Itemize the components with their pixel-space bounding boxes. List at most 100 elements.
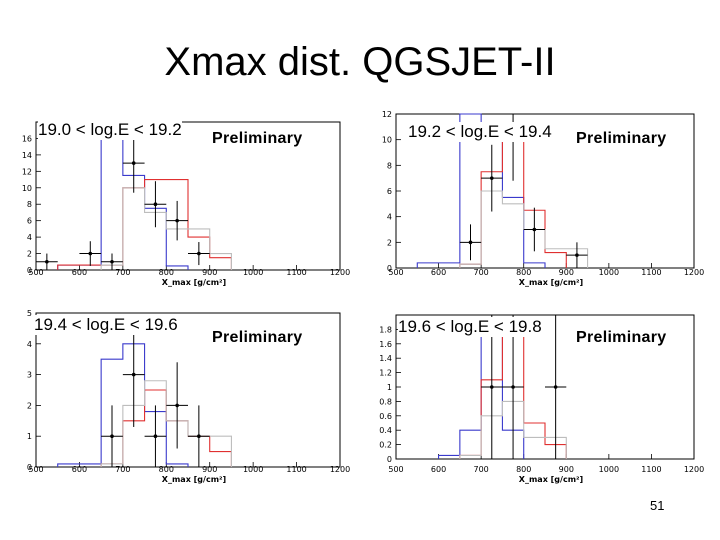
y-tick-label: 16	[22, 134, 32, 143]
histogram-light	[459, 190, 589, 268]
x-tick-label: 800	[159, 268, 174, 277]
energy-range-label: 19.0 < log.E < 19.2	[38, 120, 182, 140]
y-tick-label: 0.6	[379, 412, 392, 421]
y-tick-label: 1	[387, 383, 392, 392]
y-tick-label: 4	[27, 340, 32, 349]
x-tick-label: 700	[115, 268, 130, 277]
data-point	[131, 161, 136, 165]
data-point	[468, 240, 473, 245]
x-tick-label: 1100	[286, 465, 306, 474]
y-tick-label: 1.2	[379, 369, 392, 378]
y-tick-label: 6	[27, 217, 32, 226]
x-tick-label: 600	[431, 268, 446, 277]
y-tick-label: 2	[387, 238, 392, 247]
x-tick-label: 600	[431, 465, 446, 474]
data-point	[88, 251, 93, 256]
y-tick-label: 8	[27, 200, 32, 209]
energy-range-label: 19.4 < log.E < 19.6	[34, 315, 178, 335]
y-tick-label: 1	[27, 432, 32, 441]
y-tick-label: 10	[22, 184, 32, 193]
page-number: 51	[650, 498, 665, 513]
x-tick-label: 600	[72, 465, 87, 474]
data-point	[153, 202, 158, 207]
y-tick-label: 0	[27, 463, 32, 472]
x-tick-label: 700	[474, 268, 489, 277]
y-tick-label: 0.4	[379, 426, 392, 435]
x-tick-label: 900	[202, 465, 217, 474]
slide-title: Xmax dist. QGSJET-II	[164, 40, 556, 84]
chart-panel-3: 0 1 2 3 4 5 500 600 700 800 900 1000 1100 1200 X_max […	[0, 305, 360, 485]
chart-svg-4: 0 0.2 0.4 0.6 0.8 1 1.2 1.4 1.6 1.8 500 600 700 800 90…	[379, 314, 704, 484]
y-tick-label: 0	[387, 264, 392, 273]
x-tick-label: 500	[28, 268, 43, 277]
y-tick-label: 0.8	[379, 397, 392, 406]
chart-panel-4: 0 0.2 0.4 0.6 0.8 1 1.2 1.4 1.6 1.8 500 600 700 800 90…	[358, 305, 720, 485]
chart-panel-2: 0 2 4 6 8 10 12 500 600 700 800 900 1000 1100 1200 X_ma…	[358, 108, 720, 288]
y-tick-label: 8	[387, 161, 392, 170]
chart-svg-1: 0 2 4 6 8 10 12 14 16 500 600 700 800 900 1000 1100 1200…	[22, 121, 350, 287]
data-point	[575, 253, 579, 257]
y-tick-label: 1.8	[379, 325, 392, 334]
data-point	[197, 251, 201, 256]
data-point	[131, 372, 136, 377]
y-tick-label: 4	[27, 233, 32, 242]
y-tick-label: 4	[387, 213, 392, 222]
x-tick-label: 500	[388, 268, 403, 277]
data-point	[110, 259, 114, 264]
x-tick-label: 1000	[599, 268, 619, 277]
x-tick-label: 800	[159, 465, 174, 474]
preliminary-label: Preliminary	[212, 130, 303, 148]
data-point	[175, 403, 179, 408]
y-tick-label: 6	[387, 187, 392, 196]
data-point	[197, 434, 201, 438]
x-tick-label: 700	[474, 465, 489, 474]
energy-range-label: 19.2 < log.E < 19.4	[408, 122, 552, 142]
x-tick-label: 1000	[243, 268, 263, 277]
y-tick-label: 10	[382, 136, 392, 145]
x-axis-title: X_max [g/cm²]	[519, 278, 583, 287]
data-point	[511, 385, 515, 389]
x-tick-label: 500	[388, 465, 403, 474]
histogram-light	[459, 400, 567, 459]
y-tick-label: 2	[27, 401, 32, 410]
x-tick-label: 1000	[243, 465, 263, 474]
x-tick-label: 700	[115, 465, 130, 474]
data-point	[489, 385, 494, 389]
data-point	[553, 385, 558, 389]
x-tick-label: 1200	[330, 268, 350, 277]
x-tick-label: 600	[72, 268, 87, 277]
x-tick-label: 1100	[641, 268, 661, 277]
x-tick-label: 800	[516, 465, 531, 474]
x-tick-label: 1200	[684, 268, 704, 277]
y-tick-label: 3	[27, 371, 32, 380]
x-axis-title: X_max [g/cm²]	[162, 475, 226, 484]
y-tick-label: 12	[382, 110, 392, 119]
x-axis-title: X_max [g/cm²]	[519, 475, 583, 484]
y-tick-label: 5	[27, 309, 32, 318]
x-tick-label: 1200	[684, 465, 704, 474]
y-tick-label: 2	[27, 250, 32, 259]
x-tick-label: 900	[202, 268, 217, 277]
x-tick-label: 900	[559, 268, 574, 277]
chart-panel-1: 0 2 4 6 8 10 12 14 16 500 600 700 800 900 1000 1100 1200…	[0, 108, 360, 288]
chart-svg-3: 0 1 2 3 4 5 500 600 700 800 900 1000 1100 1200 X_max […	[27, 309, 350, 484]
data-point	[175, 218, 179, 223]
data-point	[153, 434, 158, 438]
x-tick-label: 900	[559, 465, 574, 474]
energy-range-label: 19.6 < log.E < 19.8	[398, 317, 542, 337]
y-tick-label: 1.6	[379, 340, 392, 349]
preliminary-label: Preliminary	[576, 329, 667, 347]
x-tick-label: 500	[28, 465, 43, 474]
x-axis-title: X_max [g/cm²]	[162, 278, 226, 287]
y-tick-label: 12	[22, 167, 32, 176]
chart-svg-2: 0 2 4 6 8 10 12 500 600 700 800 900 1000 1100 1200 X_ma…	[382, 110, 704, 287]
preliminary-label: Preliminary	[576, 130, 667, 148]
x-tick-label: 1000	[599, 465, 619, 474]
data-point	[532, 227, 537, 232]
x-tick-label: 1100	[641, 465, 661, 474]
x-tick-label: 1100	[286, 268, 306, 277]
y-tick-label: 0.2	[379, 441, 392, 450]
x-tick-label: 800	[516, 268, 531, 277]
y-tick-label: 14	[22, 151, 32, 160]
y-tick-label: 1.4	[379, 354, 392, 363]
